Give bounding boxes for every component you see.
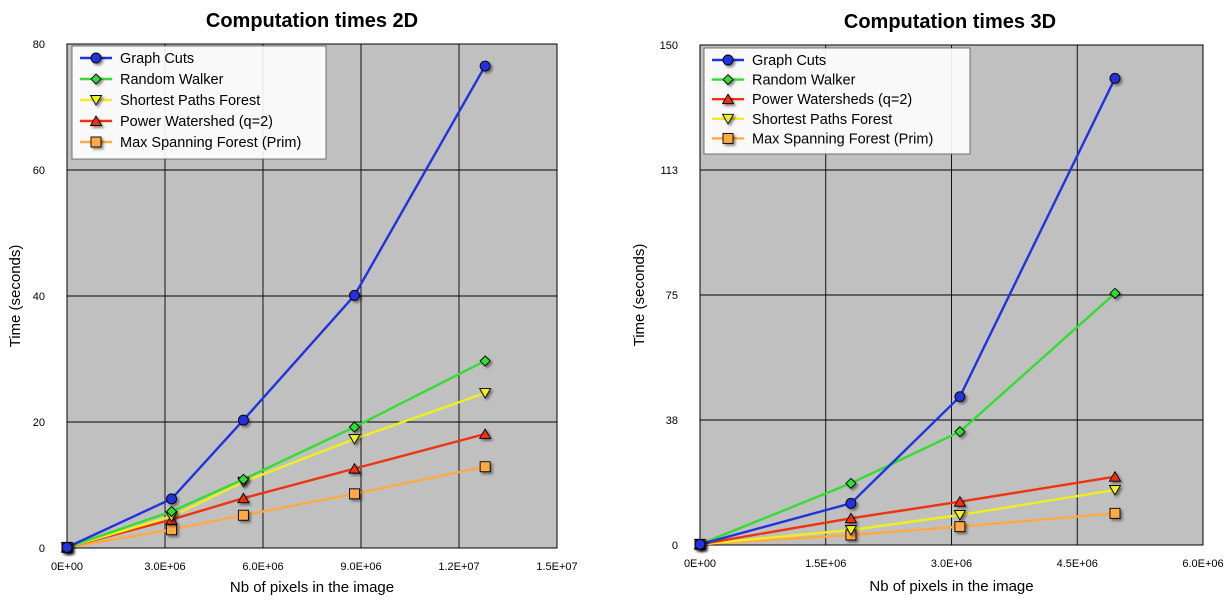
legend-label: Graph Cuts [752,53,826,69]
y-axis-label: Time (seconds) [631,244,648,347]
data-point [480,61,490,71]
legend-label: Random Walker [120,72,224,88]
y-tick-label: 0 [672,540,678,552]
y-axis-label: Time (seconds) [7,245,24,348]
legend-marker [723,55,733,65]
data-point [480,462,490,472]
x-tick-label: 6.0E+06 [242,561,283,573]
legend-marker [91,137,101,147]
data-point [846,498,856,508]
x-tick-label: 0E+00 [684,558,716,570]
data-point [695,539,705,549]
x-axis-label: Nb of pixels in the image [869,578,1033,595]
x-axis-label: Nb of pixels in the image [230,579,394,596]
x-tick-label: 6.0E+06 [1182,558,1223,570]
data-point [1110,73,1120,83]
data-point [238,415,248,425]
data-point [62,542,72,552]
data-point [955,392,965,402]
legend: Graph Cuts Random Walker Power Watersheds … [704,48,970,154]
chart-2: Computation times 3D 0E+00 1.5E+06 3.0E+06 4… [631,11,1224,595]
data-point [955,522,965,532]
legend: Graph Cuts Random Walker Shortest Paths Fo… [72,46,326,159]
y-tick-label: 60 [33,165,45,177]
y-tick-label: 40 [33,291,45,303]
y-tick-label: 0 [39,543,45,555]
data-point [238,510,248,520]
x-tick-label: 9.0E+06 [340,561,381,573]
x-tick-label: 1.5E+06 [805,558,846,570]
legend-marker [91,53,101,63]
data-point [1110,508,1120,518]
x-tick-label: 4.5E+06 [1057,558,1098,570]
chart-title: Computation times 3D [844,11,1056,33]
chart-title: Computation times 2D [206,10,418,32]
legend-label: Max Spanning Forest (Prim) [752,131,933,147]
y-tick-label: 75 [666,290,678,302]
x-tick-label: 1.5E+07 [536,561,577,573]
y-tick-label: 113 [660,165,678,177]
legend-label: Shortest Paths Forest [752,112,892,128]
legend-label: Shortest Paths Forest [120,93,260,109]
data-point [349,489,359,499]
x-tick-label: 0E+00 [51,561,83,573]
legend-label: Graph Cuts [120,51,194,67]
x-tick-label: 3.0E+06 [144,561,185,573]
x-tick-label: 3.0E+06 [931,558,972,570]
data-point [167,525,177,535]
chart-1: Computation times 2D 0E+00 3.0E+06 6.0E+06 9… [7,10,578,596]
x-tick-label: 1.2E+07 [438,561,479,573]
y-tick-label: 38 [666,415,678,427]
legend-label: Power Watershed (q=2) [120,114,273,130]
data-point [349,290,359,300]
legend-label: Max Spanning Forest (Prim) [120,135,301,151]
y-tick-label: 20 [33,417,45,429]
data-point [167,494,177,504]
legend-marker [723,133,733,143]
y-tick-label: 80 [33,39,45,51]
legend-label: Power Watersheds (q=2) [752,92,912,108]
y-tick-label: 150 [660,40,678,52]
legend-label: Random Walker [752,73,856,89]
